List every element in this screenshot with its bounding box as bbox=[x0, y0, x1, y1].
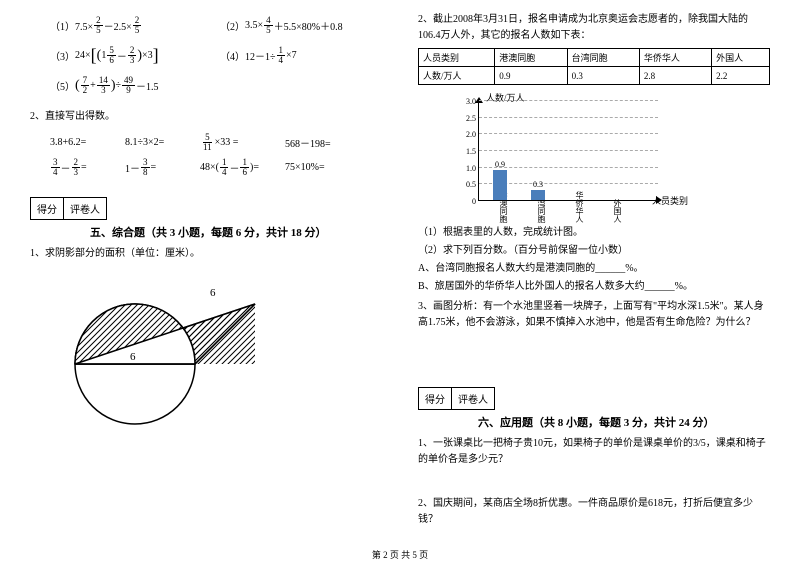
data-table: 人员类别 港澳同胞 台湾同胞 华侨华人 外国人 人数/万人 0.9 0.3 2.… bbox=[418, 48, 770, 85]
y-tick: 3.0 bbox=[454, 97, 476, 106]
table-header-row: 人员类别 港澳同胞 台湾同胞 华侨华人 外国人 bbox=[419, 49, 770, 67]
y-axis-title: 人数/万人 bbox=[486, 91, 525, 104]
grid-line bbox=[479, 117, 658, 118]
y-tick: 1.5 bbox=[454, 147, 476, 156]
geometry-figure: 6 6 bbox=[30, 274, 270, 434]
bar-value: 0.9 bbox=[490, 160, 510, 169]
direct-row1: 3.8+6.2= 8.1÷3×2= 511 ×33 = 568－198= bbox=[30, 133, 382, 152]
grader-label: 评卷人 bbox=[64, 198, 106, 219]
app-q1: 1、一张课桌比一把椅子贵10元，如果椅子的单价是课桌单价的3/5，课桌和椅子的单… bbox=[418, 436, 770, 468]
y-tick: 2.0 bbox=[454, 130, 476, 139]
grid-line bbox=[479, 150, 658, 151]
subB: B、旅居国外的华侨华人比外国人的报名人数多大约______%。 bbox=[418, 279, 770, 295]
sub2: （2）求下列百分数。（百分号前保留一位小数） bbox=[418, 243, 770, 259]
bar-chart: 人数/万人 人员类别 00.51.01.52.02.53.0港澳同胞0.9台湾同… bbox=[458, 91, 658, 221]
y-tick: 2.5 bbox=[454, 114, 476, 123]
y-tick: 0.5 bbox=[454, 180, 476, 189]
app-q2: 2、国庆期间，某商店全场8折优惠。一件商品原价是618元，打折后便宜多少钱？ bbox=[418, 496, 770, 528]
direct-calc-title: 2、直接写出得数。 bbox=[30, 109, 382, 125]
left-column: （1）7.5× 25 －2.5× 25 （2） 3.5× 45 ＋5.5×80%… bbox=[0, 0, 400, 540]
q2-intro: 2、截止2008年3月31日，报名申请成为北京奥运会志愿者的，除我国大陆的106… bbox=[418, 12, 770, 44]
section5-title: 五、综合题（共 3 小题，每题 6 分，共计 18 分） bbox=[90, 224, 382, 240]
subA: A、台湾同胞报名人数大约是港澳同胞的______%。 bbox=[418, 261, 770, 277]
direct-row2: 34 － 23 = 1－ 38 = 48×( 14 － 16 )= 75×10%… bbox=[30, 158, 382, 177]
y-tick: 0 bbox=[454, 197, 476, 206]
svg-text:6: 6 bbox=[130, 351, 136, 363]
section6-title: 六、应用题（共 8 小题，每题 3 分，共计 24 分） bbox=[478, 414, 770, 430]
p1-label: （1）7.5× bbox=[50, 18, 93, 33]
table-data-row: 人数/万人 0.9 0.3 2.8 2.2 bbox=[419, 67, 770, 85]
svg-text:6: 6 bbox=[210, 287, 216, 299]
y-tick: 1.0 bbox=[454, 164, 476, 173]
right-column: 2、截止2008年3月31日，报名申请成为北京奥运会志愿者的，除我国大陆的106… bbox=[400, 0, 800, 540]
page-footer: 第 2 页 共 5 页 bbox=[0, 548, 800, 561]
category-label: 外国人 bbox=[609, 199, 621, 223]
score-label: 得分 bbox=[31, 198, 64, 219]
q1-text: 1、求阴影部分的面积（单位：厘米）。 bbox=[30, 246, 382, 262]
problem-5: （5） ( 72 + 143 ) ÷ 499 －1.5 bbox=[30, 76, 382, 95]
bar-value: 0.3 bbox=[528, 180, 548, 189]
bar bbox=[493, 170, 507, 200]
q3-text: 3、画图分析：有一个水池里竖着一块牌子，上面写有"平均水深1.5米"。某人身高1… bbox=[418, 299, 770, 331]
sub1: （1）根据表里的人数，完成统计图。 bbox=[418, 225, 770, 241]
bar bbox=[531, 190, 545, 200]
score-box: 得分 评卷人 bbox=[30, 197, 107, 220]
x-axis-title: 人员类别 bbox=[652, 194, 688, 207]
problem-1-2: （1）7.5× 25 －2.5× 25 （2） 3.5× 45 ＋5.5×80%… bbox=[30, 16, 382, 35]
score-box-2: 得分 评卷人 bbox=[418, 387, 495, 410]
grid-line bbox=[479, 133, 658, 134]
grid-line bbox=[479, 100, 658, 101]
category-label: 华侨华人 bbox=[571, 191, 583, 223]
problem-3-4: （3） 24× [ ( 1 56 － 23 ) ×3 ] （4）12－1÷ 14… bbox=[30, 45, 382, 66]
